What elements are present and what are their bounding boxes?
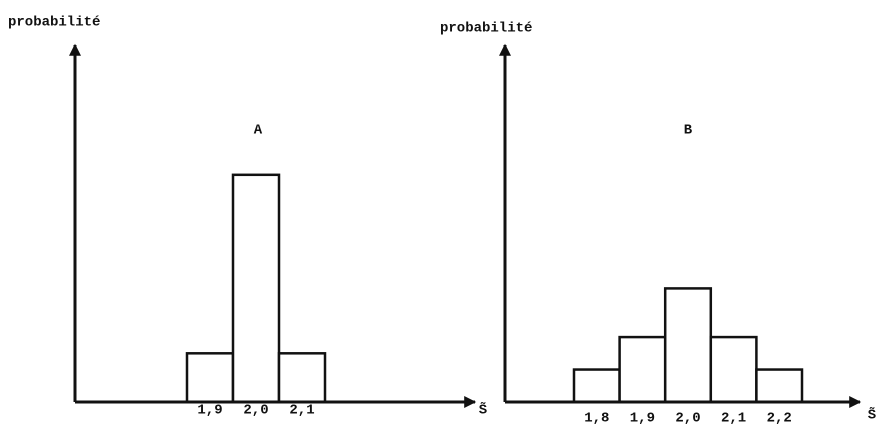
bar	[755, 368, 804, 404]
x-tick-label: 2,1	[289, 403, 314, 419]
bar	[709, 335, 758, 404]
bar	[618, 335, 667, 404]
x-tick-label: 1,8	[584, 411, 609, 427]
y-axis-label: probabilité	[440, 21, 532, 37]
bar	[572, 368, 621, 404]
x-tick-label: 1,9	[630, 411, 655, 427]
chart-title: B	[684, 123, 693, 139]
y-axis-label: probabilité	[8, 15, 100, 31]
x-tick-label: 2,2	[767, 411, 792, 427]
bar	[663, 287, 713, 404]
x-axis-label: S̃	[479, 400, 487, 418]
x-axis-label: S̃	[868, 405, 876, 423]
x-tick-label: 1,9	[197, 403, 222, 419]
bar	[277, 352, 327, 404]
x-tick-label: 2,1	[721, 411, 746, 427]
x-tick-label: 2,0	[675, 411, 700, 427]
x-tick-label: 2,0	[243, 403, 268, 419]
bar	[185, 352, 235, 404]
bar	[231, 173, 281, 404]
chart-title: A	[254, 123, 263, 139]
